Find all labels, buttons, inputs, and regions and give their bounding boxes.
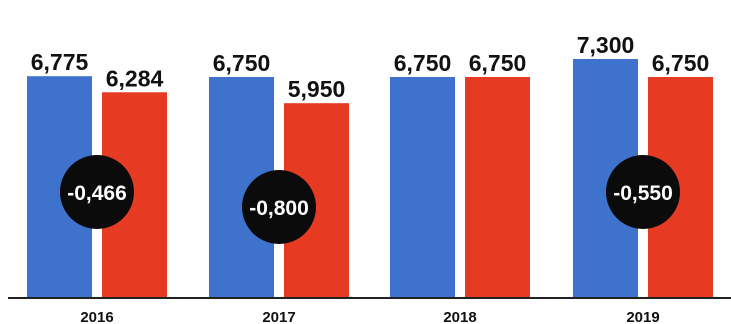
x-tick-label-2019: 2019: [626, 309, 659, 324]
value-label-2016-series-2: 6,284: [106, 65, 164, 91]
difference-badges-layer: -0,466 -0,800 -0,550: [60, 155, 680, 244]
value-labels-layer: 6,775 6,284 6,750 5,950 6,750 6,750 7,300 6,750: [31, 32, 710, 102]
difference-badge-2016: [60, 155, 134, 229]
bar-2018-series-1: [390, 77, 455, 298]
bar-2018-series-2: [465, 77, 530, 298]
value-label-2018-series-2: 6,750: [469, 50, 527, 76]
x-tick-labels-layer: 2016 2017 2018 2019: [80, 309, 659, 324]
x-tick-label-2016: 2016: [80, 309, 113, 324]
difference-label-2016: -0,466: [67, 182, 127, 205]
value-label-2019-series-2: 6,750: [652, 50, 710, 76]
value-label-2016-series-1: 6,775: [31, 49, 89, 75]
x-tick-label-2018: 2018: [443, 309, 476, 324]
difference-label-2017: -0,800: [249, 197, 309, 220]
bars-layer: [27, 59, 713, 298]
x-tick-label-2017: 2017: [262, 309, 295, 324]
difference-badge-2019: [606, 155, 680, 229]
value-label-2017-series-1: 6,750: [213, 50, 271, 76]
value-label-2019-series-1: 7,300: [577, 32, 635, 58]
value-label-2017-series-2: 5,950: [288, 76, 346, 102]
value-label-2018-series-1: 6,750: [394, 50, 452, 76]
difference-label-2019: -0,550: [613, 182, 673, 205]
difference-badge-2017: [242, 170, 316, 244]
